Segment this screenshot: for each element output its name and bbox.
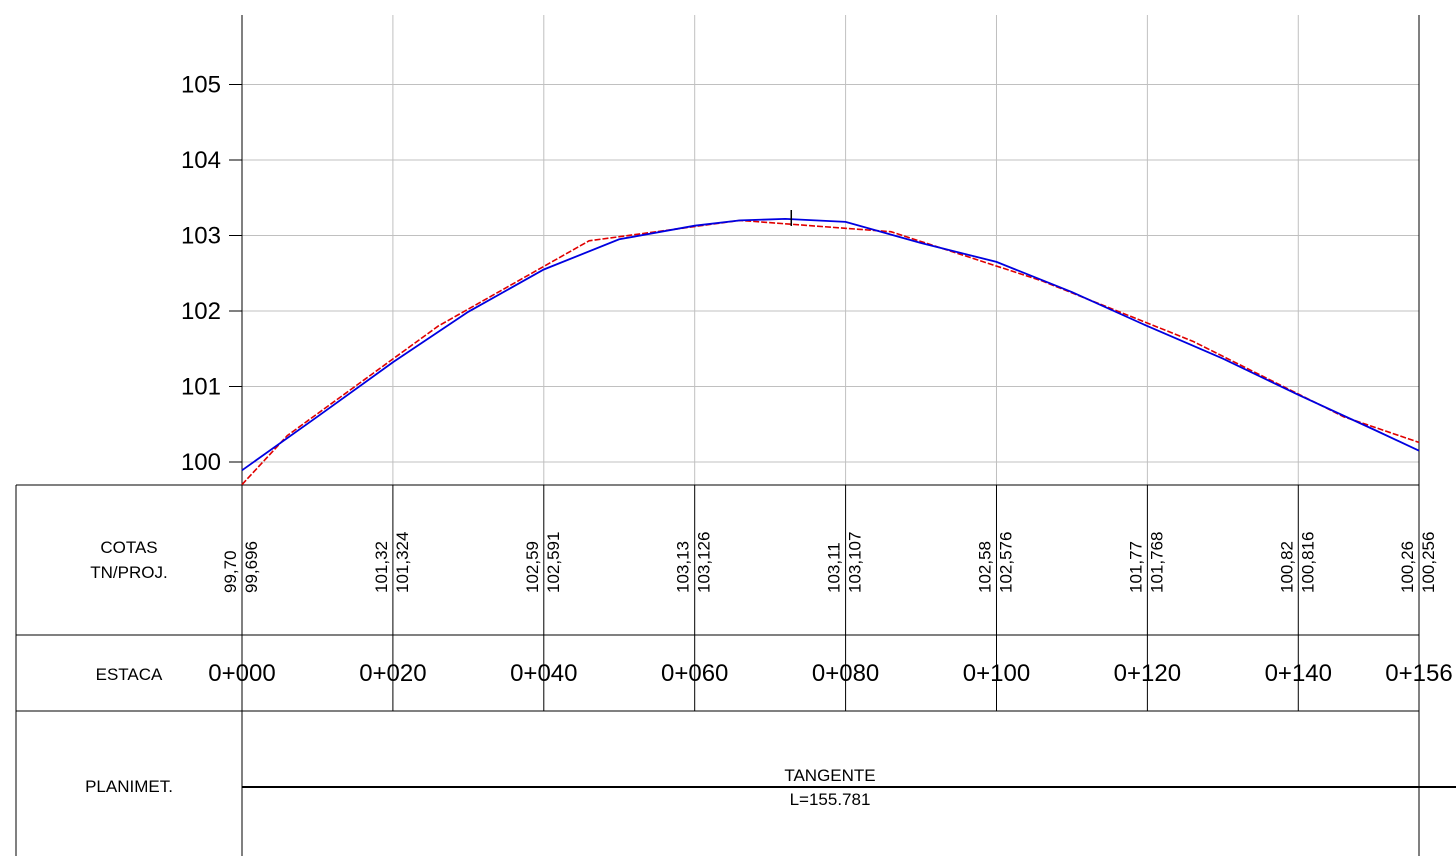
cota-tn-label: 99,70 [221, 550, 240, 593]
cota-proj-label: 102,591 [544, 532, 563, 593]
cota-proj-label: 101,324 [393, 532, 412, 593]
y-tick-label: 105 [181, 72, 221, 99]
cota-tn-label: 100,26 [1398, 541, 1417, 593]
planimetria-length: L=155.781 [790, 790, 871, 809]
estaca-label: 0+156 [1385, 660, 1452, 687]
y-tick-label: 101 [181, 374, 221, 401]
y-tick-label: 103 [181, 223, 221, 250]
cota-tn-label: 102,59 [523, 541, 542, 593]
y-tick-label: 102 [181, 298, 221, 325]
y-tick-label: 104 [181, 147, 221, 174]
design-profile-line [241, 217, 1420, 472]
cota-tn-label: 103,11 [825, 542, 844, 593]
estaca-label: 0+060 [661, 660, 728, 687]
cota-tn-label: 102,58 [975, 541, 994, 593]
row-label-planimet: PLANIMET. [85, 777, 173, 796]
estaca-label: 0+000 [208, 660, 275, 687]
series-layer [241, 210, 1420, 486]
estaca-label: 0+140 [1265, 660, 1332, 687]
table-frame [15, 484, 1456, 856]
row-label-estaca: ESTACA [96, 665, 163, 684]
cota-tn-label: 103,13 [674, 541, 693, 593]
cota-proj-label: 103,126 [695, 532, 714, 593]
y-tick-label: 100 [181, 449, 221, 476]
row-label-cotas-line1: COTAS [100, 538, 157, 557]
cota-proj-label: 101,768 [1147, 532, 1166, 593]
cota-proj-label: 100,816 [1298, 532, 1317, 593]
estaca-label: 0+100 [963, 660, 1030, 687]
terrain-line [241, 219, 1420, 486]
estaca-label: 0+040 [510, 660, 577, 687]
estaca-label: 0+020 [359, 660, 426, 687]
row-label-cotas-line2: TN/PROJ. [90, 563, 167, 582]
cota-proj-label: 99,696 [242, 541, 261, 593]
cota-proj-label: 102,576 [996, 532, 1015, 593]
estaca-label: 0+080 [812, 660, 879, 687]
cota-tn-label: 101,77 [1126, 541, 1145, 593]
cota-tn-label: 101,32 [372, 541, 391, 593]
cota-tn-label: 100,82 [1277, 541, 1296, 593]
estaca-label: 0+120 [1114, 660, 1181, 687]
grid-layer [229, 15, 1420, 485]
cota-proj-label: 100,256 [1419, 532, 1438, 593]
y-axis-ticks: 100 101 102 103 104 105 [181, 72, 242, 476]
data-table: COTAS TN/PROJ. ESTACA PLANIMET. TANGENTE… [85, 532, 1453, 809]
cota-proj-label: 103,107 [846, 532, 865, 593]
planimetria-label: TANGENTE [784, 766, 875, 785]
